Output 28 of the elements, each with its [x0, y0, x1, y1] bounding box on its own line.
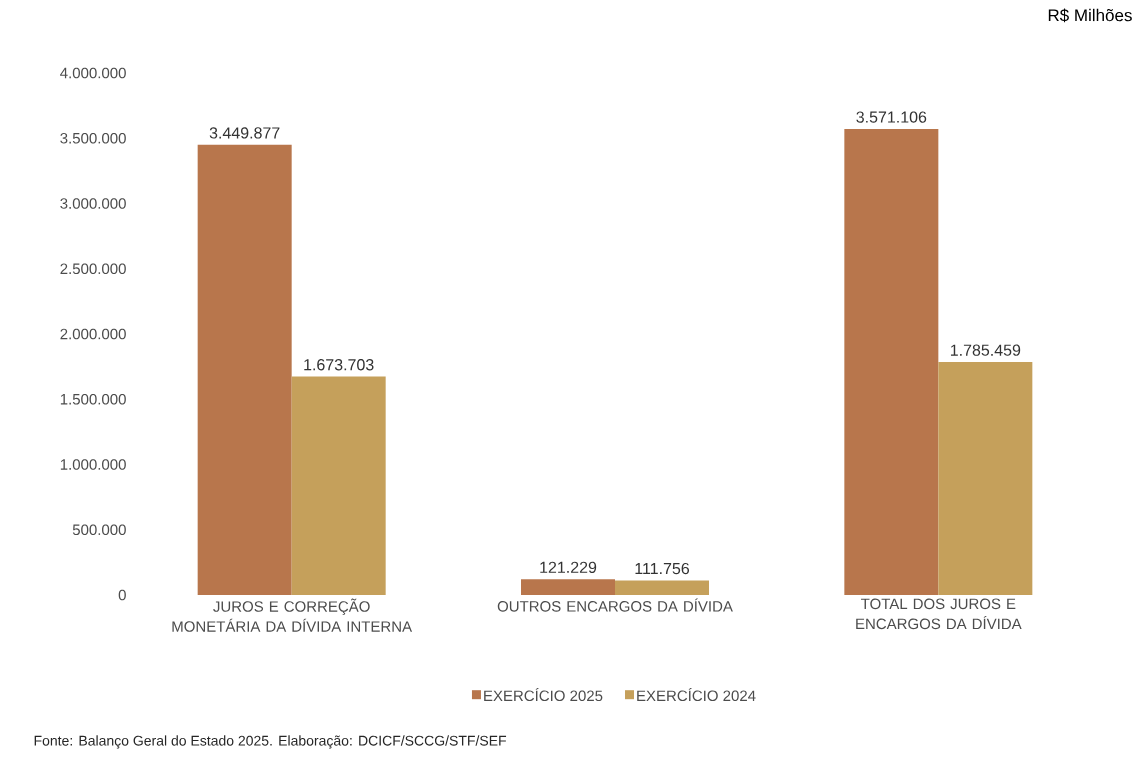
y-tick-label: 500.000	[72, 524, 126, 536]
data-label: 3.449.877	[209, 127, 280, 139]
y-tick-label: 4.000.000	[60, 67, 126, 79]
data-label: 3.571.106	[856, 111, 927, 123]
x-tick-label: JUROS E CORREÇÃO MONETÁRIA DA DÍVIDA INTERNA	[172, 598, 413, 632]
bar	[844, 128, 939, 595]
bar	[938, 361, 1033, 595]
y-tick-label: 0	[118, 589, 126, 601]
y-tick-label: 3.000.000	[60, 198, 126, 209]
legend-label: EXERCÍCIO 2025	[484, 687, 603, 702]
legend-label: EXERCÍCIO 2024	[637, 687, 756, 702]
y-tick-label: 1.000.000	[60, 459, 126, 470]
bar	[521, 579, 616, 595]
bar	[615, 580, 710, 595]
data-label: 1.673.703	[304, 359, 374, 371]
bar	[197, 144, 292, 595]
y-tick-label: 1.500.000	[60, 393, 126, 405]
y-tick-label: 2.000.000	[60, 328, 126, 340]
x-tick-label: OUTROS ENCARGOS DA DÍVIDA	[497, 598, 733, 612]
data-label: 111.756	[635, 562, 690, 575]
y-tick-label: 2.500.000	[60, 263, 126, 275]
data-label: 1.785.459	[950, 344, 1021, 356]
x-tick-label: TOTAL DOS JUROS E ENCARGOS DA DÍVIDA	[856, 598, 1022, 630]
chart-subtitle: R$ Milhões	[1048, 8, 1132, 23]
bar	[291, 376, 386, 595]
y-tick-label: 3.500.000	[60, 132, 126, 144]
data-label: 121.229	[540, 561, 597, 573]
source-note: Fonte: Balanço Geral do Estado 2025. Elaboração: DCICF/SCCG/STF/SEF	[34, 735, 507, 749]
